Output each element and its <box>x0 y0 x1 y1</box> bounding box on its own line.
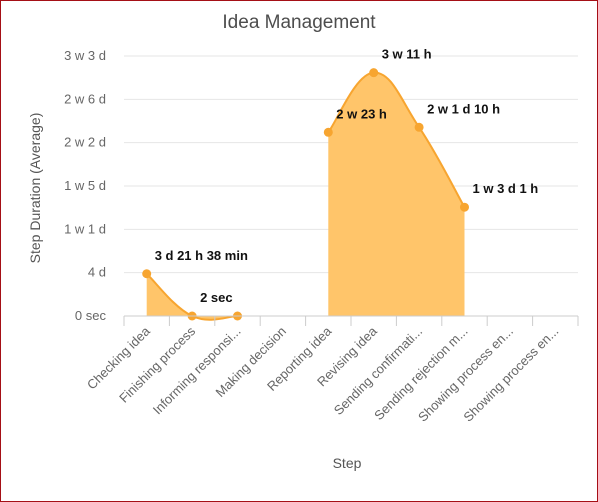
y-tick-label: 1 w 1 d <box>64 221 106 236</box>
y-tick-label: 3 w 3 d <box>64 48 106 63</box>
data-label: 3 w 11 h <box>382 47 432 62</box>
data-point[interactable] <box>414 122 424 132</box>
series-area <box>146 273 238 320</box>
series-line <box>327 71 466 208</box>
series-area <box>328 72 465 317</box>
y-tick-label: 0 sec <box>75 308 107 323</box>
y-tick-label: 4 d <box>88 265 106 280</box>
x-tick-label: Informing responsi... <box>150 324 244 418</box>
y-tick-label: 2 w 6 d <box>64 91 106 106</box>
data-label: 2 sec <box>200 290 233 305</box>
data-point[interactable] <box>460 202 469 212</box>
x-axis-title: Step <box>333 455 362 471</box>
data-point[interactable] <box>369 68 379 78</box>
x-tick-label: Finishing process <box>116 323 198 405</box>
data-point[interactable] <box>142 269 152 279</box>
chart-title: Idea Management <box>222 12 376 33</box>
y-tick-label: 2 w 2 d <box>64 135 106 150</box>
data-label: 3 d 21 h 38 min <box>155 248 248 263</box>
y-axis-title: Step Duration (Average) <box>27 113 43 264</box>
y-tick-label: 1 w 5 d <box>64 178 106 193</box>
data-label: 1 w 3 d 1 h <box>473 181 539 196</box>
data-labels: 3 d 21 h 38 min 2 sec 2 w 23 h 3 w 11 h 2 w … <box>155 47 539 305</box>
data-label: 2 w 1 d 10 h <box>427 101 500 116</box>
data-label: 2 w 23 h <box>336 106 387 121</box>
x-tick-label: Sending confirmati... <box>331 324 425 418</box>
y-axis: 0 sec 4 d 1 w 1 d 1 w 5 d 2 w 2 d 2 w 6 d 3 w … <box>64 48 106 323</box>
area-layer <box>146 72 465 320</box>
data-point[interactable] <box>323 127 333 137</box>
